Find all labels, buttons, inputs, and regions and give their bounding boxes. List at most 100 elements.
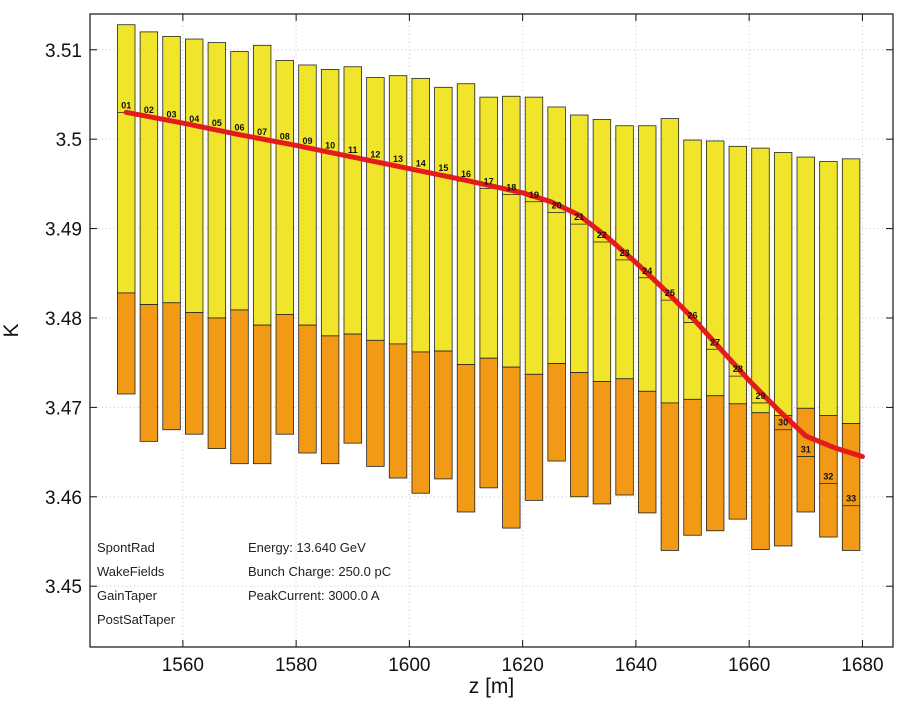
annotation-left: SpontRad — [97, 540, 155, 555]
segment-label: 01 — [121, 100, 131, 110]
bar-upper — [570, 114, 589, 373]
y-tick-label: 3.45 — [45, 577, 82, 598]
annotation-left: WakeFields — [97, 564, 165, 579]
bar-lower — [751, 412, 770, 550]
bar-upper — [706, 140, 725, 397]
segment-label: 09 — [302, 136, 312, 146]
bar-lower — [570, 372, 589, 498]
segment-label: 12 — [370, 150, 380, 160]
y-tick-label: 3.49 — [45, 220, 82, 241]
segment-label: 15 — [438, 163, 448, 173]
annotation-right: Bunch Charge: 250.0 pC — [248, 564, 391, 579]
bar-lower — [615, 378, 634, 496]
y-tick-label: 3.46 — [45, 488, 82, 509]
bar-upper — [117, 24, 136, 294]
bar-lower — [456, 364, 476, 513]
x-axis-label: z [m] — [469, 675, 515, 698]
segment-label: 14 — [416, 158, 426, 168]
y-tick-label: 3.47 — [45, 398, 82, 419]
bar-lower — [366, 339, 385, 467]
segment-label: 17 — [484, 176, 494, 186]
bar-lower — [411, 351, 430, 494]
bar-lower — [479, 357, 498, 489]
bar-lower — [252, 324, 272, 465]
segment-label: 26 — [688, 310, 698, 320]
segment-label: 30 — [778, 418, 788, 428]
bar-lower — [841, 423, 861, 551]
segment-label: 25 — [665, 288, 675, 298]
segment-label: 29 — [755, 391, 765, 401]
segment-label: 21 — [574, 212, 584, 222]
plot-area: 01 02 03 04 05 06 07 08 09 10 11 12 13 14 15 16 17 18 19 20… — [0, 13, 894, 698]
bar-upper — [139, 31, 159, 305]
bar-upper — [366, 77, 385, 341]
bar-lower — [638, 390, 657, 514]
bar-upper — [841, 158, 861, 424]
bar-upper — [343, 66, 362, 335]
x-tick-label: 1620 — [502, 655, 544, 676]
bar-upper — [819, 161, 838, 416]
segment-label: 08 — [280, 132, 290, 142]
bar-upper — [547, 106, 566, 364]
bar-lower — [185, 312, 204, 435]
bar-lower — [162, 302, 181, 431]
plot-frame — [89, 13, 894, 648]
bar-lower — [139, 304, 159, 442]
segment-label: 31 — [801, 445, 811, 455]
bar-lower — [683, 398, 702, 536]
segment-label: 27 — [710, 337, 720, 347]
bar-upper — [796, 156, 815, 409]
k-line-series — [123, 109, 865, 460]
bar-lower — [434, 350, 453, 480]
bar-upper — [773, 152, 793, 416]
bar-upper — [411, 77, 430, 353]
bar-lower — [502, 366, 521, 529]
bar-upper — [751, 147, 770, 414]
segment-label: 06 — [234, 123, 244, 133]
y-axis-label: K — [0, 323, 23, 337]
bar-upper — [162, 35, 181, 304]
bar-upper — [230, 51, 249, 311]
bar-upper — [252, 44, 272, 326]
bar-upper — [388, 75, 408, 345]
y-tick-label: 3.48 — [45, 309, 82, 330]
bar-lower — [298, 324, 317, 454]
bar-lower — [773, 415, 793, 547]
segment-label: 02 — [144, 105, 154, 115]
segment-label: 05 — [212, 118, 222, 128]
bar-lower — [524, 373, 544, 501]
bar-upper — [502, 95, 521, 368]
bar-upper — [592, 119, 612, 382]
segment-label: 32 — [823, 471, 833, 481]
bar-lower — [320, 335, 340, 465]
segment-label: 07 — [257, 127, 267, 137]
x-tick-label: 1680 — [841, 655, 883, 676]
x-tick-label: 1660 — [728, 655, 770, 676]
segment-label: 19 — [529, 190, 539, 200]
bar-upper — [185, 38, 204, 314]
bar-upper — [479, 96, 498, 359]
bar-lower — [230, 309, 249, 465]
annotation-right: Energy: 13.640 GeV — [248, 540, 366, 555]
bar-lower — [207, 317, 227, 449]
bar-upper — [320, 69, 340, 337]
annotation-left: PostSatTaper — [97, 612, 176, 627]
x-tick-label: 1600 — [388, 655, 430, 676]
bar-lower — [117, 292, 136, 395]
bar-upper — [275, 60, 294, 315]
bar-upper — [660, 118, 680, 404]
bar-lower — [547, 363, 566, 462]
segment-label: 33 — [846, 494, 856, 504]
segment-label: 23 — [620, 248, 630, 258]
segment-label: 03 — [167, 109, 177, 119]
bar-lower — [796, 407, 815, 513]
bar-upper — [207, 42, 227, 319]
annotation-right: PeakCurrent: 3000.0 A — [248, 588, 380, 603]
bar-upper — [638, 125, 657, 392]
bar-upper — [524, 96, 544, 375]
x-tick-label: 1580 — [275, 655, 317, 676]
x-tick-label: 1560 — [162, 655, 204, 676]
segment-label: 11 — [348, 145, 358, 155]
bar-upper — [683, 139, 702, 400]
